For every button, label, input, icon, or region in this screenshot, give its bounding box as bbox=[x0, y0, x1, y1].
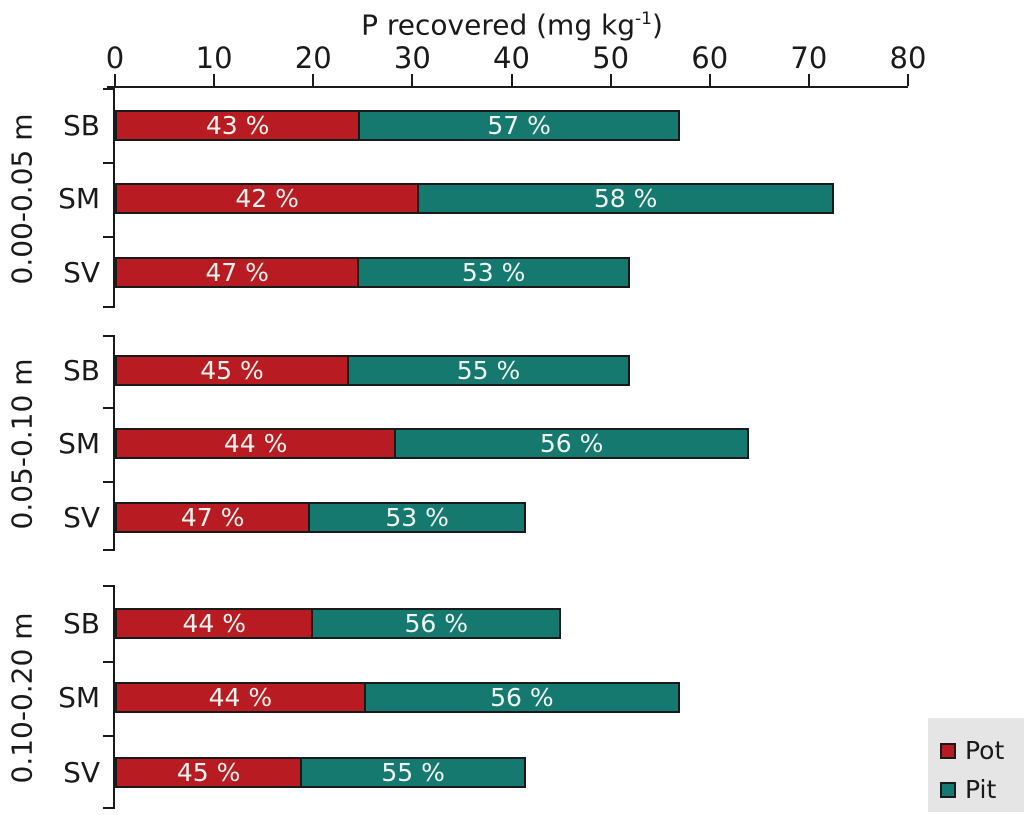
bar-segment-pit: 57 % bbox=[358, 112, 678, 139]
x-axis-tick bbox=[807, 74, 810, 86]
x-axis-tick bbox=[312, 74, 315, 86]
stacked-bar: 44 % 56 % bbox=[115, 608, 561, 639]
x-axis-tick-label: 40 bbox=[493, 41, 530, 75]
y-axis-spine bbox=[113, 585, 115, 809]
stacked-bar: 44 % 56 % bbox=[115, 682, 680, 713]
legend-item: Pit bbox=[940, 777, 1024, 803]
x-axis-tick-label: 50 bbox=[592, 41, 630, 75]
legend-label: Pit bbox=[965, 775, 997, 804]
stacked-bar: 42 % 58 % bbox=[115, 183, 834, 214]
y-axis-tick bbox=[103, 549, 113, 551]
x-axis-tick bbox=[213, 74, 216, 86]
x-axis-title-end: ) bbox=[651, 8, 663, 42]
y-axis-tick bbox=[103, 481, 113, 483]
y-axis-tick bbox=[103, 407, 113, 409]
bar-segment-pot: 45 % bbox=[117, 759, 301, 786]
stacked-bar: 45 % 55 % bbox=[115, 757, 526, 788]
bar-segment-pit: 53 % bbox=[308, 504, 524, 531]
bar-segment-pit: 56 % bbox=[311, 610, 559, 637]
bar-segment-pot: 47 % bbox=[117, 504, 309, 531]
stacked-bar: 47 % 53 % bbox=[115, 257, 630, 288]
x-axis-tick bbox=[609, 74, 612, 86]
category-label: SB bbox=[63, 607, 100, 640]
legend: Pot Pit bbox=[928, 718, 1024, 812]
x-axis-tick-label: 0 bbox=[105, 41, 125, 75]
bar-segment-pit: 55 % bbox=[346, 357, 628, 384]
y-axis-tick bbox=[103, 162, 113, 164]
x-axis-tick bbox=[708, 74, 711, 86]
x-axis-tick-label: 30 bbox=[393, 41, 431, 75]
y-axis-tick bbox=[103, 735, 113, 737]
x-axis-title-superscript: -1 bbox=[635, 9, 652, 29]
category-label: SB bbox=[63, 109, 100, 142]
pot-swatch-icon bbox=[940, 743, 956, 759]
category-label: SM bbox=[58, 427, 100, 460]
category-label: SM bbox=[58, 681, 100, 714]
x-axis-tick bbox=[510, 74, 513, 86]
x-axis-tick bbox=[114, 74, 116, 86]
x-axis-tick-label: 20 bbox=[294, 41, 332, 75]
x-axis-line bbox=[107, 86, 908, 88]
category-label: SB bbox=[63, 354, 100, 387]
bar-segment-pot: 42 % bbox=[117, 185, 418, 212]
category-label: SM bbox=[58, 182, 100, 215]
x-axis-tick bbox=[411, 74, 414, 86]
bar-segment-pit: 55 % bbox=[300, 759, 524, 786]
x-axis-tick-label: 10 bbox=[195, 41, 233, 75]
pit-swatch-icon bbox=[940, 782, 956, 798]
bar-segment-pot: 44 % bbox=[117, 684, 364, 711]
stacked-bar: 43 % 57 % bbox=[115, 110, 680, 141]
depth-group-label: 0.10-0.20 m bbox=[5, 612, 39, 784]
bar-segment-pot: 47 % bbox=[117, 259, 358, 286]
x-axis-tick bbox=[907, 74, 909, 86]
bar-segment-pot: 44 % bbox=[117, 430, 395, 457]
y-axis-tick bbox=[103, 88, 113, 90]
bar-segment-pit: 56 % bbox=[363, 684, 678, 711]
bar-segment-pot: 43 % bbox=[117, 112, 359, 139]
stacked-bar: 44 % 56 % bbox=[115, 428, 749, 459]
bar-segment-pit: 58 % bbox=[417, 185, 832, 212]
y-axis-tick bbox=[103, 661, 113, 663]
y-axis-tick bbox=[103, 585, 113, 587]
y-axis-tick bbox=[103, 807, 113, 809]
stacked-bar: 45 % 55 % bbox=[115, 355, 630, 386]
depth-group-label: 0.05-0.10 m bbox=[5, 358, 39, 530]
y-axis-spine bbox=[113, 335, 115, 551]
bar-segment-pit: 53 % bbox=[357, 259, 628, 286]
x-axis-tick-label: 80 bbox=[889, 41, 927, 75]
category-label: SV bbox=[63, 756, 100, 789]
y-axis-spine bbox=[113, 88, 115, 308]
bar-segment-pot: 45 % bbox=[117, 357, 347, 384]
y-axis-tick bbox=[103, 236, 113, 238]
x-axis-title: P recovered (mg kg-1) bbox=[262, 2, 762, 42]
bar-segment-pot: 44 % bbox=[117, 610, 312, 637]
category-label: SV bbox=[63, 501, 100, 534]
x-axis-tick-label: 60 bbox=[691, 41, 729, 75]
x-axis-title-main: P recovered (mg kg bbox=[361, 8, 635, 42]
category-label: SV bbox=[63, 256, 100, 289]
depth-group-label: 0.00-0.05 m bbox=[5, 113, 39, 285]
legend-label: Pot bbox=[965, 736, 1005, 765]
stacked-bar: 47 % 53 % bbox=[115, 502, 526, 533]
x-axis-tick-label: 70 bbox=[790, 41, 828, 75]
legend-item: Pot bbox=[940, 738, 1024, 764]
bar-segment-pit: 56 % bbox=[394, 430, 747, 457]
y-axis-tick bbox=[103, 335, 113, 337]
y-axis-tick bbox=[103, 306, 113, 308]
